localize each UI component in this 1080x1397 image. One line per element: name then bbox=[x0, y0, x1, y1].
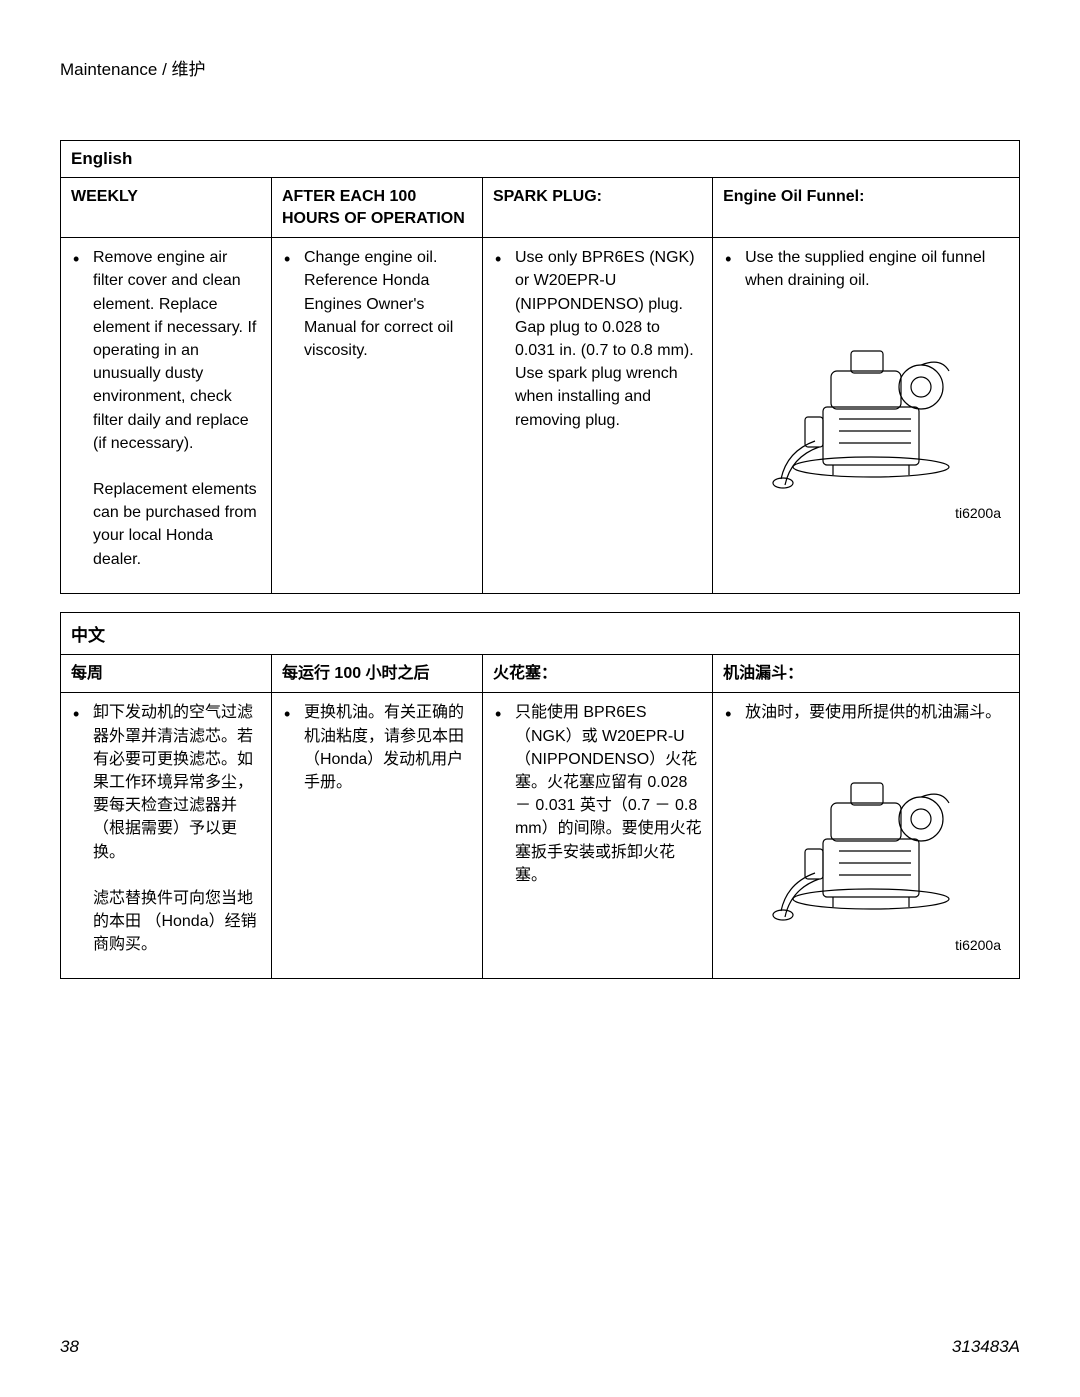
col-after100-zh: 每运行 100 小时之后 bbox=[271, 654, 482, 693]
lang-label-en: English bbox=[61, 141, 1020, 178]
cell-after100-zh: 更换机油。有关正确的机油粘度，请参见本田 （Honda）发动机用户手册。 bbox=[271, 693, 482, 979]
english-table: English WEEKLY AFTER EACH 100 HOURS OF O… bbox=[60, 140, 1020, 594]
cell-spark-en: Use only BPR6ES (NGK) or W20EPR-U (NIPPO… bbox=[482, 238, 712, 594]
cell-weekly-en: Remove engine air filter cover and clean… bbox=[61, 238, 272, 594]
col-funnel-en: Engine Oil Funnel: bbox=[713, 178, 1020, 238]
img-label-zh: ti6200a bbox=[723, 935, 1009, 955]
funnel-text-zh: 放油时，要使用所提供的机油漏斗。 bbox=[745, 701, 1009, 724]
after100-text-zh: 更换机油。有关正确的机油粘度，请参见本田 （Honda）发动机用户手册。 bbox=[304, 701, 472, 794]
lang-label-zh: 中文 bbox=[61, 612, 1020, 654]
doc-number: 313483A bbox=[952, 1337, 1020, 1357]
cell-funnel-zh: 放油时，要使用所提供的机油漏斗。 bbox=[713, 693, 1020, 979]
funnel-text-en: Use the supplied engine oil funnel when … bbox=[745, 246, 1009, 292]
spark-text-en: Use only BPR6ES (NGK) or W20EPR-U (NIPPO… bbox=[515, 246, 702, 432]
weekly-p2-zh: 滤芯替换件可向您当地的本田 （Honda）经销商购买。 bbox=[93, 890, 257, 953]
weekly-p1-zh: 卸下发动机的空气过滤器外罩并清洁滤芯。若有必要可更换滤芯。如果工作环境异常多尘，… bbox=[93, 704, 253, 860]
page-number: 38 bbox=[60, 1337, 79, 1357]
weekly-p2-en: Replacement elements can be purchased fr… bbox=[93, 481, 257, 568]
col-spark-en: SPARK PLUG: bbox=[482, 178, 712, 238]
col-after100-en: AFTER EACH 100 HOURS OF OPERATION bbox=[271, 178, 482, 238]
weekly-p1-en: Remove engine air filter cover and clean… bbox=[93, 249, 256, 452]
page-header: Maintenance / 维护 bbox=[60, 55, 1020, 80]
img-label-en: ti6200a bbox=[723, 503, 1009, 523]
after100-text-en: Change engine oil. Reference Honda Engin… bbox=[304, 246, 472, 362]
engine-illustration-icon bbox=[761, 741, 971, 931]
chinese-table: 中文 每周 每运行 100 小时之后 火花塞： 机油漏斗： 卸下发动机的空气过滤… bbox=[60, 612, 1020, 980]
page-footer: 38 313483A bbox=[60, 1337, 1020, 1357]
cell-spark-zh: 只能使用 BPR6ES （NGK）或 W20EPR-U （NIPPONDENSO… bbox=[482, 693, 712, 979]
col-weekly-en: WEEKLY bbox=[61, 178, 272, 238]
col-weekly-zh: 每周 bbox=[61, 654, 272, 693]
col-spark-zh: 火花塞： bbox=[482, 654, 712, 693]
cell-after100-en: Change engine oil. Reference Honda Engin… bbox=[271, 238, 482, 594]
cell-weekly-zh: 卸下发动机的空气过滤器外罩并清洁滤芯。若有必要可更换滤芯。如果工作环境异常多尘，… bbox=[61, 693, 272, 979]
engine-illustration-icon bbox=[761, 309, 971, 499]
cell-funnel-en: Use the supplied engine oil funnel when … bbox=[713, 238, 1020, 594]
spark-text-zh: 只能使用 BPR6ES （NGK）或 W20EPR-U （NIPPONDENSO… bbox=[515, 701, 702, 887]
col-funnel-zh: 机油漏斗： bbox=[713, 654, 1020, 693]
